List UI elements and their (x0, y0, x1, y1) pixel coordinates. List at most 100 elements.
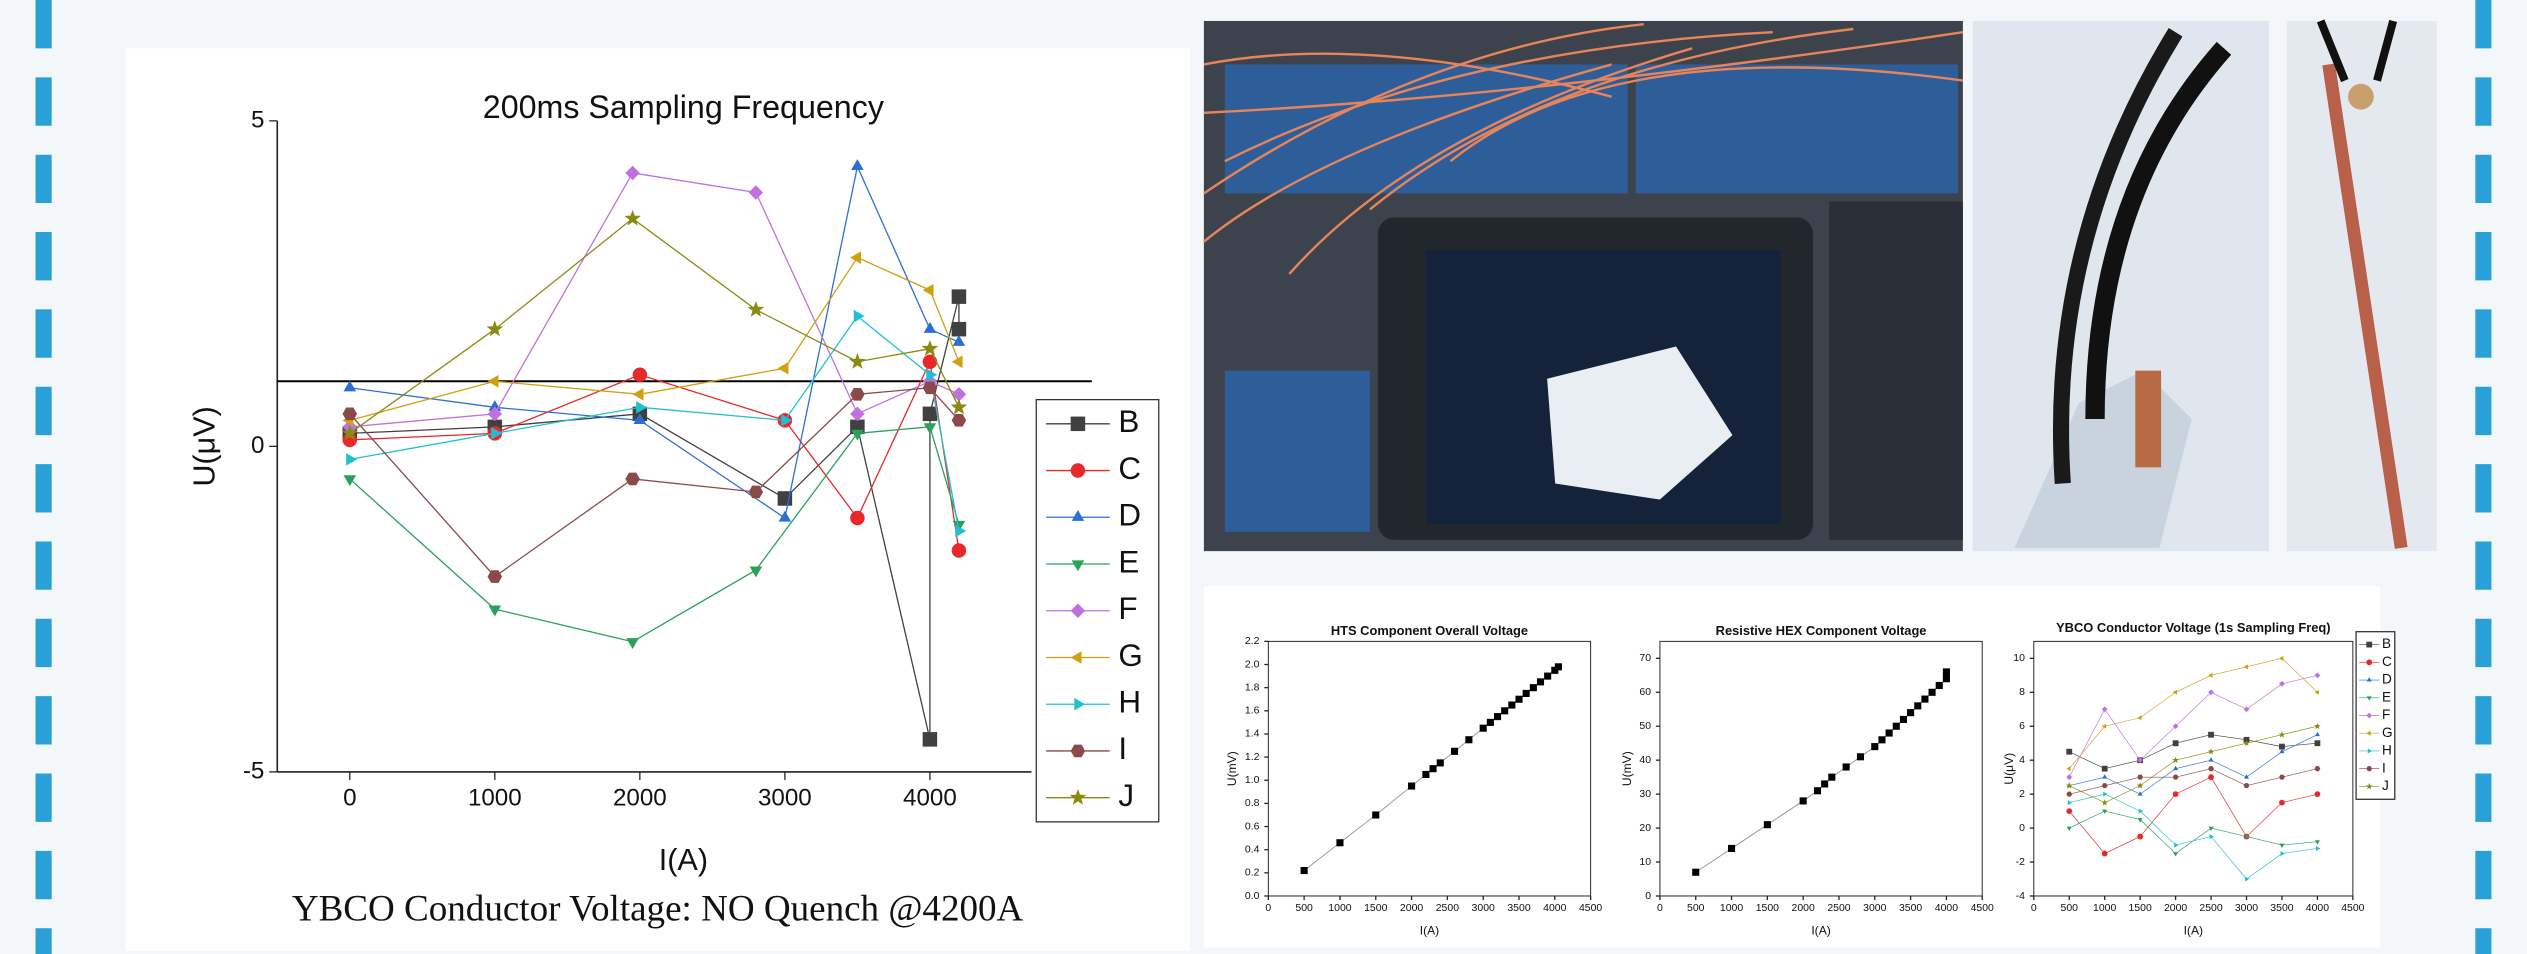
data-point (2315, 791, 2321, 797)
data-point (2315, 740, 2321, 746)
y-tick-label: 2.2 (1245, 636, 1260, 647)
data-point (1451, 748, 1458, 755)
y-tick-label: 8 (2019, 687, 2025, 698)
y-tick-label: 1.6 (1245, 706, 1260, 717)
legend-marker (1071, 417, 1086, 432)
y-tick-label: 1.2 (1245, 752, 1260, 763)
legend-label: B (2382, 636, 2391, 651)
x-tick-label: 4000 (2306, 903, 2329, 914)
data-point (2102, 851, 2108, 857)
data-point (1886, 729, 1893, 736)
data-point (1921, 696, 1928, 703)
data-point (2102, 766, 2108, 772)
data-point (1943, 675, 1950, 682)
y-tick-label: 0.2 (1245, 868, 1260, 879)
x-tick-label: 500 (1295, 903, 1313, 914)
y-axis-label: U(μV) (187, 406, 221, 487)
x-tick-label: 0 (343, 785, 356, 812)
data-point (1422, 771, 1429, 778)
y-tick-label: 4 (2019, 755, 2025, 766)
data-point (2173, 740, 2179, 746)
chart-title: YBCO Conductor Voltage (1s Sampling Freq… (2056, 620, 2330, 635)
legend-label: B (1118, 404, 1139, 439)
data-point (1857, 753, 1864, 760)
y-tick-label: 5 (251, 106, 264, 133)
y-axis-label: U(μV) (2002, 753, 2016, 785)
data-point (1907, 709, 1914, 716)
y-tick-label: 50 (1639, 721, 1651, 732)
data-point (952, 543, 967, 558)
y-tick-label: 1.0 (1245, 775, 1260, 786)
data-point (1764, 821, 1771, 828)
data-point (1828, 774, 1835, 781)
x-tick-label: 3500 (1507, 903, 1530, 914)
data-point (1929, 689, 1936, 696)
legend-label: G (2382, 725, 2393, 740)
legend-label: E (2382, 689, 2391, 704)
y-tick-label: 10 (1639, 857, 1651, 868)
data-point (1555, 663, 1562, 670)
data-point (1372, 811, 1379, 818)
y-tick-label: 0.8 (1245, 798, 1260, 809)
y-tick-label: 0.0 (1245, 891, 1260, 902)
chart-title: Resistive HEX Component Voltage (1716, 623, 1927, 638)
legend-label: D (1118, 498, 1141, 533)
y-tick-label: 0.6 (1245, 821, 1260, 832)
photo-rod (2287, 21, 2437, 551)
x-tick-label: 0 (1657, 903, 1663, 914)
legend-label: F (2382, 707, 2390, 722)
data-point (952, 289, 967, 304)
x-tick-label: 2500 (1827, 903, 1850, 914)
x-tick-label: 1000 (1328, 903, 1351, 914)
data-point (1728, 845, 1735, 852)
y-tick-label: -5 (243, 757, 264, 784)
y-tick-label: 0 (2019, 823, 2025, 834)
x-tick-label: 2000 (613, 785, 667, 812)
data-point (923, 407, 938, 422)
y-tick-label: 60 (1639, 687, 1651, 698)
data-point (1430, 765, 1437, 772)
data-point (1501, 707, 1508, 714)
x-tick-label: 4500 (2341, 903, 2364, 914)
legend-marker (2366, 659, 2372, 665)
x-tick-label: 1000 (1720, 903, 1743, 914)
y-tick-label: 0.4 (1245, 844, 1260, 855)
data-point (2173, 791, 2179, 797)
y-tick-label: 6 (2019, 721, 2025, 732)
data-point (1878, 736, 1885, 743)
data-point (1508, 701, 1515, 708)
x-tick-label: 500 (2061, 903, 2079, 914)
y-tick-label: -4 (2016, 891, 2025, 902)
x-axis-label: I(A) (659, 843, 708, 877)
x-tick-label: 1500 (1364, 903, 1387, 914)
legend-label: G (1118, 638, 1142, 673)
data-point (2279, 744, 2285, 750)
y-tick-label: 2 (2019, 789, 2025, 800)
y-axis-label: U(mV) (1620, 751, 1634, 786)
data-point (1537, 678, 1544, 685)
y-axis-label: U(mV) (1225, 751, 1239, 786)
data-point (1437, 759, 1444, 766)
y-tick-label: 2.0 (1245, 659, 1260, 670)
legend-label: E (1118, 544, 1139, 579)
data-point (1480, 725, 1487, 732)
x-tick-label: 4500 (1579, 903, 1602, 914)
x-tick-label: 3500 (2270, 903, 2293, 914)
legend-label: H (1118, 685, 1141, 720)
x-axis-label: I(A) (2184, 924, 2203, 938)
x-tick-label: 4500 (1971, 903, 1994, 914)
x-tick-label: 3000 (1863, 903, 1886, 914)
page: 200ms Sampling Frequency I(A) U(μV) YBCO… (0, 0, 2527, 954)
y-tick-label: 30 (1639, 789, 1651, 800)
y-tick-label: 0 (1645, 891, 1651, 902)
legend-label: C (1118, 451, 1141, 486)
photo-logger (1204, 21, 1963, 551)
x-tick-label: 3000 (1472, 903, 1495, 914)
data-point (850, 511, 865, 526)
x-tick-label: 4000 (903, 785, 957, 812)
x-tick-label: 4000 (1543, 903, 1566, 914)
x-tick-label: 2000 (1792, 903, 1815, 914)
photo-cables (1973, 21, 2270, 551)
data-point (1515, 696, 1522, 703)
y-tick-label: 10 (2013, 653, 2025, 664)
